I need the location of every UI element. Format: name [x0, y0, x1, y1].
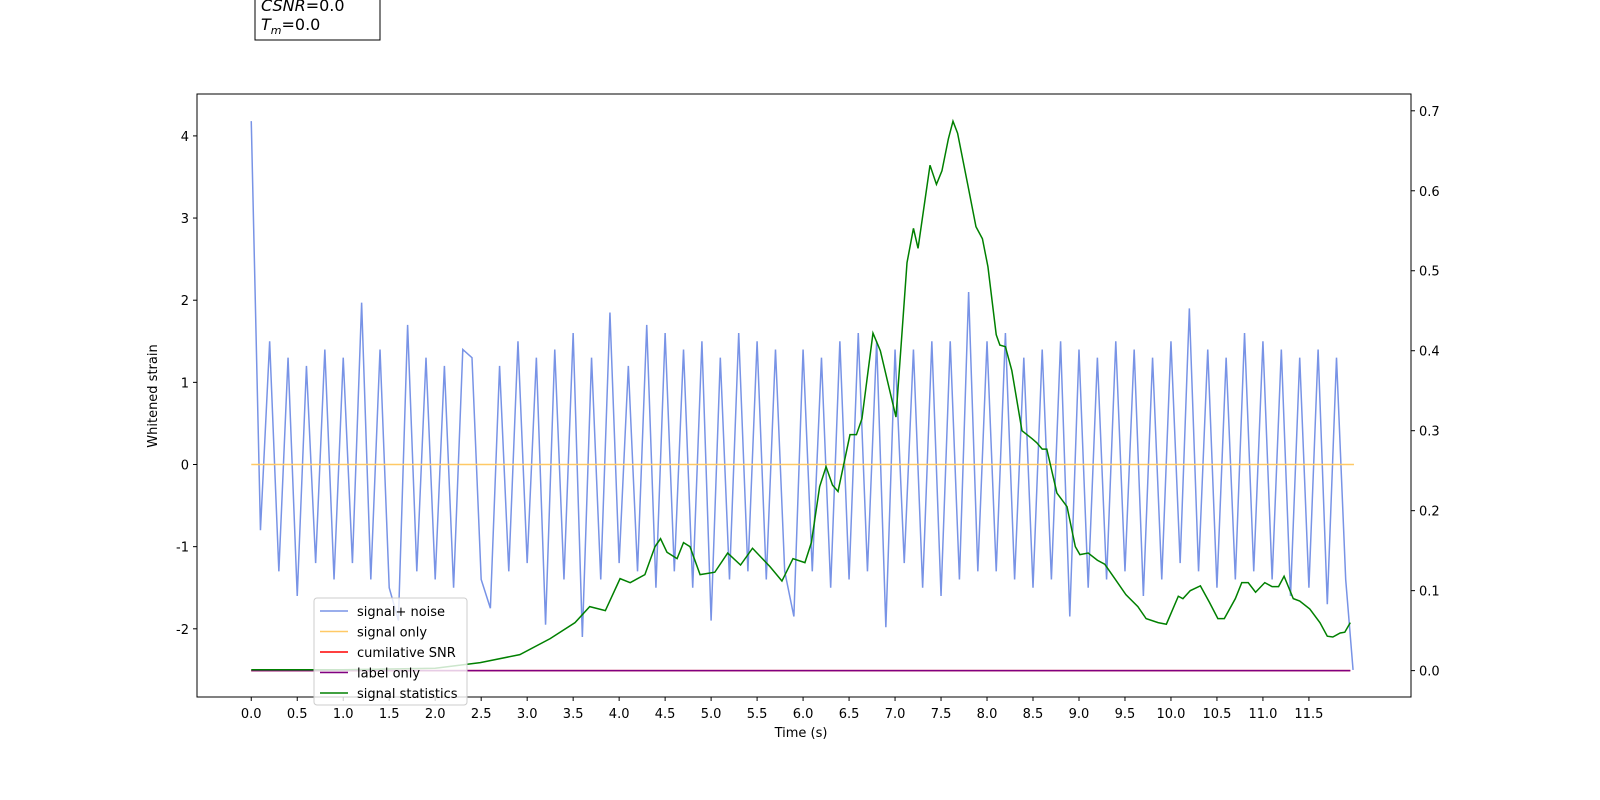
x-tick-label: 11.5 — [1294, 707, 1323, 722]
x-tick-label: 6.0 — [793, 707, 814, 722]
y-tick-label: -2 — [176, 623, 189, 638]
y2-tick-label: 0.3 — [1419, 425, 1440, 440]
legend-box — [313, 597, 468, 706]
x-tick-label: 8.5 — [1023, 707, 1044, 722]
x-tick-label: 9.5 — [1115, 707, 1136, 722]
y-tick-label: 3 — [181, 212, 189, 227]
plot-frame — [196, 93, 1412, 698]
legend: signal+ noise signal only cumilative SNR la… — [313, 597, 468, 706]
x-tick-label: 10.5 — [1202, 707, 1231, 722]
x-tick-label: 0.5 — [287, 707, 308, 722]
x-tick-label: 10.0 — [1156, 707, 1185, 722]
y2-tick-label: 0.7 — [1419, 105, 1440, 120]
legend-label: label only — [357, 667, 420, 682]
x-tick-label: 8.0 — [977, 707, 998, 722]
x-tick-label: 3.0 — [517, 707, 538, 722]
annotation-box — [254, 0, 381, 41]
x-tick-label: 9.0 — [1069, 707, 1090, 722]
x-tick-label: 2.5 — [471, 707, 492, 722]
legend-label: signal only — [357, 626, 427, 641]
x-tick-label: 7.5 — [931, 707, 952, 722]
x-tick-label: 7.0 — [885, 707, 906, 722]
legend-label: signal+ noise — [357, 605, 445, 620]
annotation-part: =0.0 — [282, 15, 321, 34]
y-axis-label: Whitened strain — [146, 344, 161, 447]
x-tick-label: 0.0 — [241, 707, 262, 722]
x-tick-label: 11.0 — [1248, 707, 1277, 722]
x-axis-label: Time (s) — [774, 726, 828, 741]
y2-tick-label: 0.6 — [1419, 185, 1440, 200]
y2-tick-label: 0.0 — [1419, 665, 1440, 680]
annotation-text: CSNR=0.0 — [261, 0, 345, 15]
legend-label: cumilative SNR — [357, 646, 456, 661]
y-tick-label: 1 — [181, 376, 189, 391]
x-tick-label: 6.5 — [839, 707, 860, 722]
legend-label: signal statistics — [357, 687, 458, 702]
annotation-part: m — [271, 24, 282, 37]
y2-tick-label: 0.4 — [1419, 345, 1440, 360]
x-tick-label: 5.5 — [747, 707, 768, 722]
annotation-part: =0.0 — [306, 0, 345, 15]
y-tick-label: -1 — [176, 541, 189, 556]
annotation-text: Tm=0.0 — [261, 15, 320, 37]
y2-tick-label: 0.2 — [1419, 505, 1440, 520]
annotation-part: CSNR — [261, 0, 306, 15]
x-tick-label: 4.5 — [655, 707, 676, 722]
x-tick-label: 2.0 — [425, 707, 446, 722]
y2-tick-label: 0.5 — [1419, 265, 1440, 280]
annotation-part: T — [261, 15, 272, 34]
x-tick-label: 1.5 — [379, 707, 400, 722]
series-line — [251, 118, 1351, 671]
y-tick-label: 2 — [181, 294, 189, 309]
y-tick-label: 0 — [181, 459, 189, 474]
y2-tick-label: 0.1 — [1419, 585, 1440, 600]
x-tick-label: 4.0 — [609, 707, 630, 722]
x-tick-label: 1.0 — [333, 707, 354, 722]
y-tick-label: 4 — [181, 130, 189, 145]
series-line — [250, 121, 1354, 670]
x-tick-label: 3.5 — [563, 707, 584, 722]
x-tick-label: 5.0 — [701, 707, 722, 722]
